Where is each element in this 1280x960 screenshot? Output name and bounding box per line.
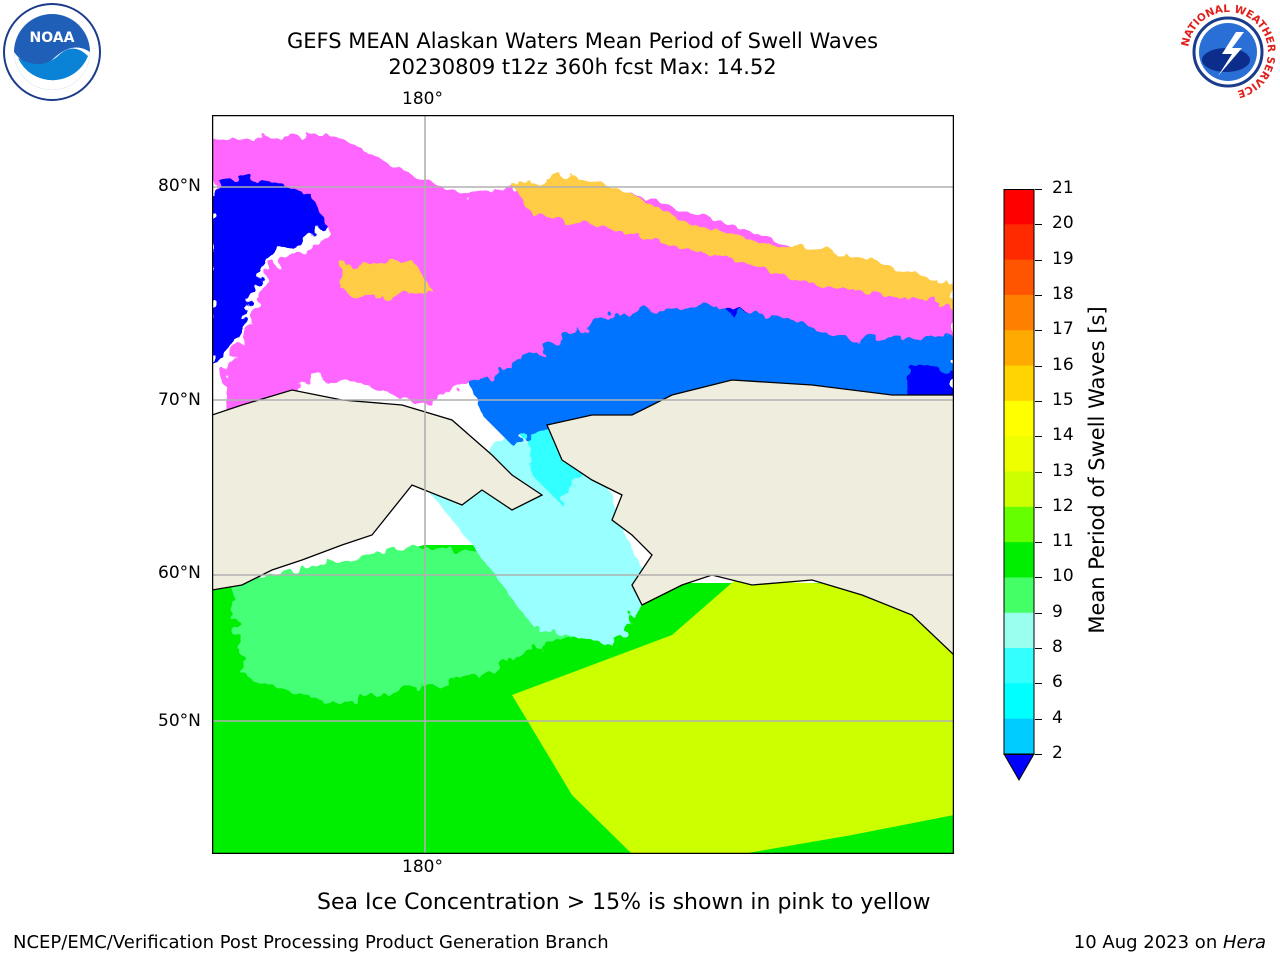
ocean-yellowgreen-field: [512, 581, 954, 854]
colorbar-tick-label: 17: [1052, 319, 1074, 340]
sea-ice-note: Sea Ice Concentration > 15% is shown in …: [317, 890, 931, 915]
colorbar-band: [1004, 189, 1034, 225]
colorbar-frame: [1003, 189, 1035, 755]
colorbar-extend-triangle: [1003, 753, 1035, 781]
colorbar-ticks: 21 20 19 18 17 16 15 14 13 12 11 10 9 8 6 4 2: [1035, 178, 1098, 781]
colorbar-tick-mark: [1035, 294, 1042, 296]
colorbar-tick-mark: [1035, 400, 1042, 402]
colorbar-tick-mark: [1035, 436, 1042, 438]
colorbar-canvas: [1003, 189, 1035, 781]
colorbar-band: [1004, 612, 1034, 649]
ice-orange-field: [342, 175, 954, 305]
colorbar-band: [1004, 542, 1034, 578]
colorbar-tick-mark: [1035, 330, 1042, 332]
footer-left: NCEP/EMC/Verification Post Processing Pr…: [13, 932, 609, 953]
colorbar-band: [1004, 259, 1034, 296]
colorbar-tick-label: 16: [1052, 354, 1074, 375]
colorbar-band: [1004, 577, 1034, 614]
colorbar-tick-label: 18: [1052, 283, 1074, 304]
lat-label-70n: 70°N: [158, 390, 201, 410]
colorbar-band: [1004, 506, 1034, 543]
colorbar-tick-label: 11: [1052, 531, 1074, 552]
colorbar-tick-mark: [1035, 718, 1042, 720]
colorbar-tick-mark: [1035, 648, 1042, 650]
colorbar-band: [1004, 718, 1034, 755]
chart-title-line2: 20230809 t12z 360h fcst Max: 14.52: [388, 55, 777, 79]
colorbar: [1003, 189, 1035, 781]
colorbar-tick-label: 6: [1052, 672, 1063, 693]
colorbar-tick-label: 4: [1052, 707, 1063, 728]
colorbar-band: [1004, 471, 1034, 508]
colorbar-tick-mark: [1035, 365, 1042, 367]
colorbar-tick-mark: [1035, 577, 1042, 579]
colorbar-tick-label: 20: [1052, 213, 1074, 234]
colorbar-tick-label: 2: [1052, 743, 1063, 763]
footer-host: Hera: [1222, 932, 1266, 953]
lat-label-60n: 60°N: [158, 563, 201, 583]
ocean-lightgreen-field: [232, 545, 572, 705]
chart-title-line1: GEFS MEAN Alaskan Waters Mean Period of …: [286, 29, 879, 53]
colorbar-tick-mark: [1035, 224, 1042, 226]
colorbar-tick-label: 14: [1052, 425, 1074, 446]
colorbar-band: [1004, 683, 1034, 720]
colorbar-band: [1004, 330, 1034, 367]
nws-logo: NATIONAL WEATHER SERVICE: [1178, 2, 1278, 102]
colorbar-tick-label: 12: [1052, 495, 1074, 516]
colorbar-tick-mark: [1035, 612, 1042, 614]
colorbar-band: [1004, 400, 1034, 437]
colorbar-tick-mark: [1035, 471, 1042, 473]
colorbar-tick-label: 10: [1052, 566, 1074, 587]
colorbar-band: [1004, 436, 1034, 472]
colorbar-tick-label: 9: [1052, 601, 1063, 622]
colorbar-label: Mean Period of Swell Waves [s]: [1085, 306, 1109, 634]
lon-label-bottom: 180°: [402, 857, 443, 877]
land-alaska: [546, 379, 954, 656]
lon-label-top: 180°: [402, 89, 443, 109]
ocean-darkgreen-patch: [212, 715, 452, 835]
map-gridlines: [212, 115, 954, 854]
colorbar-tick-label: 8: [1052, 637, 1063, 658]
map-panel: [212, 115, 954, 854]
noaa-logo-text: NOAA: [30, 30, 75, 46]
colorbar-tick-label: 19: [1052, 248, 1074, 269]
nws-logo-icon: NATIONAL WEATHER SERVICE: [1179, 3, 1277, 100]
colorbar-tick-mark: [1035, 542, 1042, 544]
colorbar-tick-mark: [1035, 754, 1042, 755]
colorbar-tick-label: 15: [1052, 389, 1074, 410]
land-siberia: [212, 389, 544, 591]
map-canvas: [212, 115, 954, 854]
noaa-logo: NOAA: [2, 2, 102, 102]
footer-right: 10 Aug 2023 on Hera: [1074, 932, 1266, 953]
colorbar-tick-mark: [1035, 506, 1042, 508]
ice-blue-field: [212, 170, 332, 365]
lat-label-80n: 80°N: [158, 176, 201, 196]
lat-label-50n: 50°N: [158, 711, 201, 731]
colorbar-tick-mark: [1035, 259, 1042, 261]
noaa-logo-icon: NOAA: [3, 3, 101, 101]
colorbar-band: [1004, 365, 1034, 402]
colorbar-band: [1004, 648, 1034, 684]
colorbar-band: [1004, 224, 1034, 261]
colorbar-tick-mark: [1035, 189, 1042, 190]
colorbar-tick-label: 21: [1052, 178, 1074, 198]
colorbar-tick-mark: [1035, 683, 1042, 685]
colorbar-band: [1004, 294, 1034, 331]
footer-date: 10 Aug 2023 on: [1073, 932, 1223, 953]
map-frame: [212, 115, 954, 854]
colorbar-tick-label: 13: [1052, 460, 1074, 481]
ice-pink-field: [212, 135, 954, 420]
